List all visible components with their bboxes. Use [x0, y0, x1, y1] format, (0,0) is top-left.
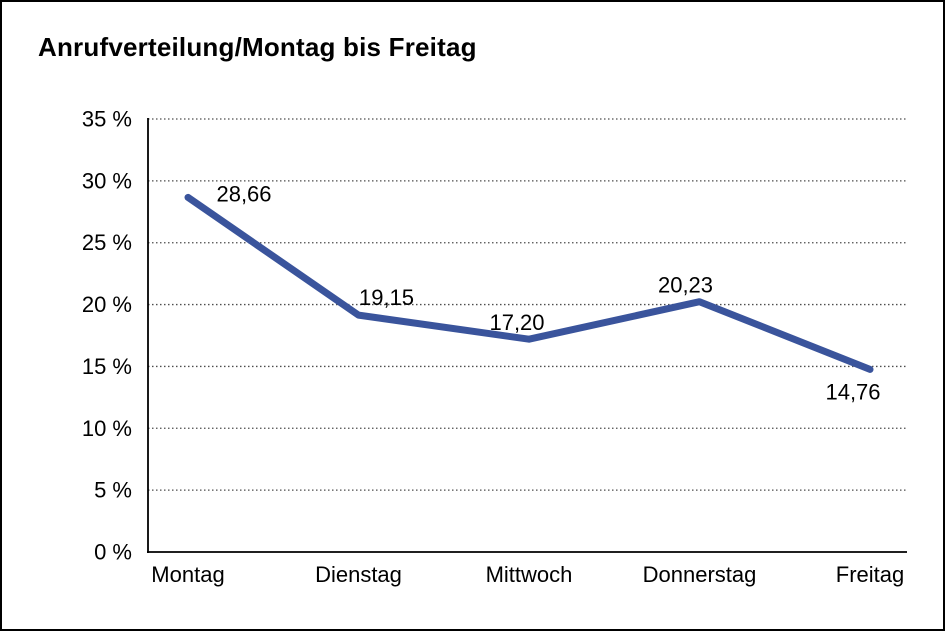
data-point-label: 14,76 [825, 379, 880, 404]
x-axis-category-label: Donnerstag [643, 562, 757, 587]
data-point-label: 17,20 [489, 310, 544, 335]
y-axis-tick-label: 25 % [82, 230, 132, 255]
x-axis-category-label: Freitag [836, 562, 904, 587]
y-axis-tick-label: 5 % [94, 478, 132, 503]
data-point-label: 28,66 [216, 181, 271, 206]
y-axis-tick-label: 10 % [82, 416, 132, 441]
data-point-label: 19,15 [359, 285, 414, 310]
y-axis-tick-label: 0 % [94, 539, 132, 564]
data-point-label: 20,23 [658, 273, 713, 298]
y-axis-tick-label: 20 % [82, 292, 132, 317]
x-axis-category-label: Dienstag [315, 562, 402, 587]
x-axis-category-label: Mittwoch [486, 562, 573, 587]
y-axis-tick-label: 15 % [82, 354, 132, 379]
x-axis-category-label: Montag [151, 562, 224, 587]
chart-title: Anrufverteilung/Montag bis Freitag [38, 32, 477, 62]
y-axis-tick-label: 30 % [82, 168, 132, 193]
data-series-line [184, 193, 874, 373]
y-axis-tick-label: 35 % [82, 106, 132, 131]
